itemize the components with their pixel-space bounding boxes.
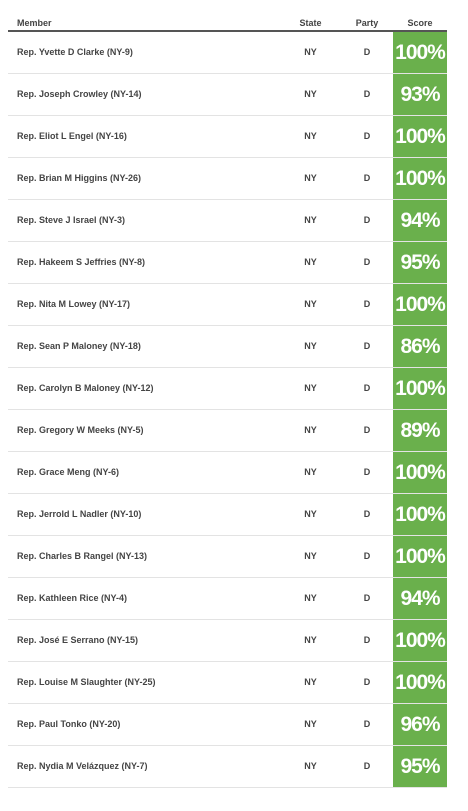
member-state: NY [304, 131, 317, 141]
member-state: NY [304, 509, 317, 519]
member-score-badge: 94% [393, 200, 447, 241]
member-score-badge: 96% [393, 704, 447, 745]
member-state: NY [304, 383, 317, 393]
member-score-badge: 100% [393, 494, 447, 535]
member-party: D [363, 47, 371, 57]
table-row: Rep. Paul Tonko (NY-20) NY D 96% [8, 704, 447, 746]
member-state: NY [304, 719, 317, 729]
table-row: Rep. José E Serrano (NY-15) NY D 100% [8, 620, 447, 662]
member-name[interactable]: Rep. Grace Meng (NY-6) [17, 467, 120, 477]
member-name[interactable]: Rep. Jerrold L Nadler (NY-10) [17, 509, 142, 519]
member-name[interactable]: Rep. Nydia M Velázquez (NY-7) [17, 761, 148, 771]
member-state: NY [304, 89, 317, 99]
table-row: Rep. Sean P Maloney (NY-18) NY D 86% [8, 326, 447, 368]
member-party: D [363, 89, 371, 99]
table-row: Rep. Charles B Rangel (NY-13) NY D 100% [8, 536, 447, 578]
member-state: NY [304, 593, 317, 603]
member-name[interactable]: Rep. Sean P Maloney (NY-18) [17, 341, 141, 351]
member-name[interactable]: Rep. Joseph Crowley (NY-14) [17, 89, 142, 99]
table-row: Rep. Joseph Crowley (NY-14) NY D 93% [8, 74, 447, 116]
table-row: Rep. Kathleen Rice (NY-4) NY D 94% [8, 578, 447, 620]
member-score-badge: 89% [393, 410, 447, 451]
member-score-badge: 100% [393, 452, 447, 493]
member-party: D [363, 467, 371, 477]
member-party: D [363, 551, 371, 561]
member-state: NY [304, 215, 317, 225]
table-header: Member State Party Score [8, 0, 447, 32]
member-party: D [363, 257, 371, 267]
member-name[interactable]: Rep. Charles B Rangel (NY-13) [17, 551, 148, 561]
member-party: D [363, 635, 371, 645]
member-party: D [363, 299, 371, 309]
member-name[interactable]: Rep. Brian M Higgins (NY-26) [17, 173, 142, 183]
table-row: Rep. Carolyn B Maloney (NY-12) NY D 100% [8, 368, 447, 410]
member-name[interactable]: Rep. Louise M Slaughter (NY-25) [17, 677, 156, 687]
member-name[interactable]: Rep. Eliot L Engel (NY-16) [17, 131, 127, 141]
member-name[interactable]: Rep. Kathleen Rice (NY-4) [17, 593, 128, 603]
member-score-badge: 100% [393, 32, 447, 73]
table-row: Rep. Louise M Slaughter (NY-25) NY D 100… [8, 662, 447, 704]
member-state: NY [304, 761, 317, 771]
member-score-badge: 93% [393, 74, 447, 115]
column-header-member[interactable]: Member [17, 18, 52, 28]
table-row: Rep. Steve J Israel (NY-3) NY D 94% [8, 200, 447, 242]
member-score-badge: 100% [393, 620, 447, 661]
member-party: D [363, 719, 371, 729]
member-party: D [363, 383, 371, 393]
member-score-badge: 100% [393, 536, 447, 577]
member-party: D [363, 173, 371, 183]
member-name[interactable]: Rep. Steve J Israel (NY-3) [17, 215, 126, 225]
member-party: D [363, 677, 371, 687]
member-state: NY [304, 299, 317, 309]
member-score-badge: 100% [393, 368, 447, 409]
column-header-score[interactable]: Score [407, 18, 433, 28]
member-party: D [363, 131, 371, 141]
member-party: D [363, 215, 371, 225]
member-name[interactable]: Rep. Nita M Lowey (NY-17) [17, 299, 131, 309]
member-state: NY [304, 635, 317, 645]
member-score-badge: 100% [393, 284, 447, 325]
member-state: NY [304, 257, 317, 267]
member-state: NY [304, 467, 317, 477]
member-name[interactable]: Rep. José E Serrano (NY-15) [17, 635, 139, 645]
member-score-badge: 95% [393, 242, 447, 283]
table-row: Rep. Jerrold L Nadler (NY-10) NY D 100% [8, 494, 447, 536]
member-score-badge: 86% [393, 326, 447, 367]
member-state: NY [304, 173, 317, 183]
member-score-badge: 95% [393, 746, 447, 787]
member-name[interactable]: Rep. Carolyn B Maloney (NY-12) [17, 383, 154, 393]
member-party: D [363, 593, 371, 603]
table-row: Rep. Eliot L Engel (NY-16) NY D 100% [8, 116, 447, 158]
member-state: NY [304, 47, 317, 57]
member-score-badge: 100% [393, 662, 447, 703]
table-row: Rep. Grace Meng (NY-6) NY D 100% [8, 452, 447, 494]
table-row: Rep. Hakeem S Jeffries (NY-8) NY D 95% [8, 242, 447, 284]
table-row: Rep. Nydia M Velázquez (NY-7) NY D 95% [8, 746, 447, 788]
member-state: NY [304, 677, 317, 687]
column-header-party[interactable]: Party [355, 18, 379, 28]
member-name[interactable]: Rep. Yvette D Clarke (NY-9) [17, 47, 133, 57]
table-row: Rep. Brian M Higgins (NY-26) NY D 100% [8, 158, 447, 200]
column-header-state[interactable]: State [299, 18, 322, 28]
member-name[interactable]: Rep. Hakeem S Jeffries (NY-8) [17, 257, 146, 267]
member-name[interactable]: Rep. Gregory W Meeks (NY-5) [17, 425, 144, 435]
member-score-badge: 100% [393, 158, 447, 199]
table-row: Rep. Gregory W Meeks (NY-5) NY D 89% [8, 410, 447, 452]
member-party: D [363, 509, 371, 519]
member-party: D [363, 761, 371, 771]
member-name[interactable]: Rep. Paul Tonko (NY-20) [17, 719, 121, 729]
member-state: NY [304, 551, 317, 561]
scorecard-table: Member State Party Score Rep. Yvette D C… [8, 0, 447, 788]
table-row: Rep. Yvette D Clarke (NY-9) NY D 100% [8, 32, 447, 74]
member-state: NY [304, 341, 317, 351]
table-row: Rep. Nita M Lowey (NY-17) NY D 100% [8, 284, 447, 326]
member-state: NY [304, 425, 317, 435]
member-party: D [363, 341, 371, 351]
member-score-badge: 100% [393, 116, 447, 157]
member-score-badge: 94% [393, 578, 447, 619]
member-party: D [363, 425, 371, 435]
